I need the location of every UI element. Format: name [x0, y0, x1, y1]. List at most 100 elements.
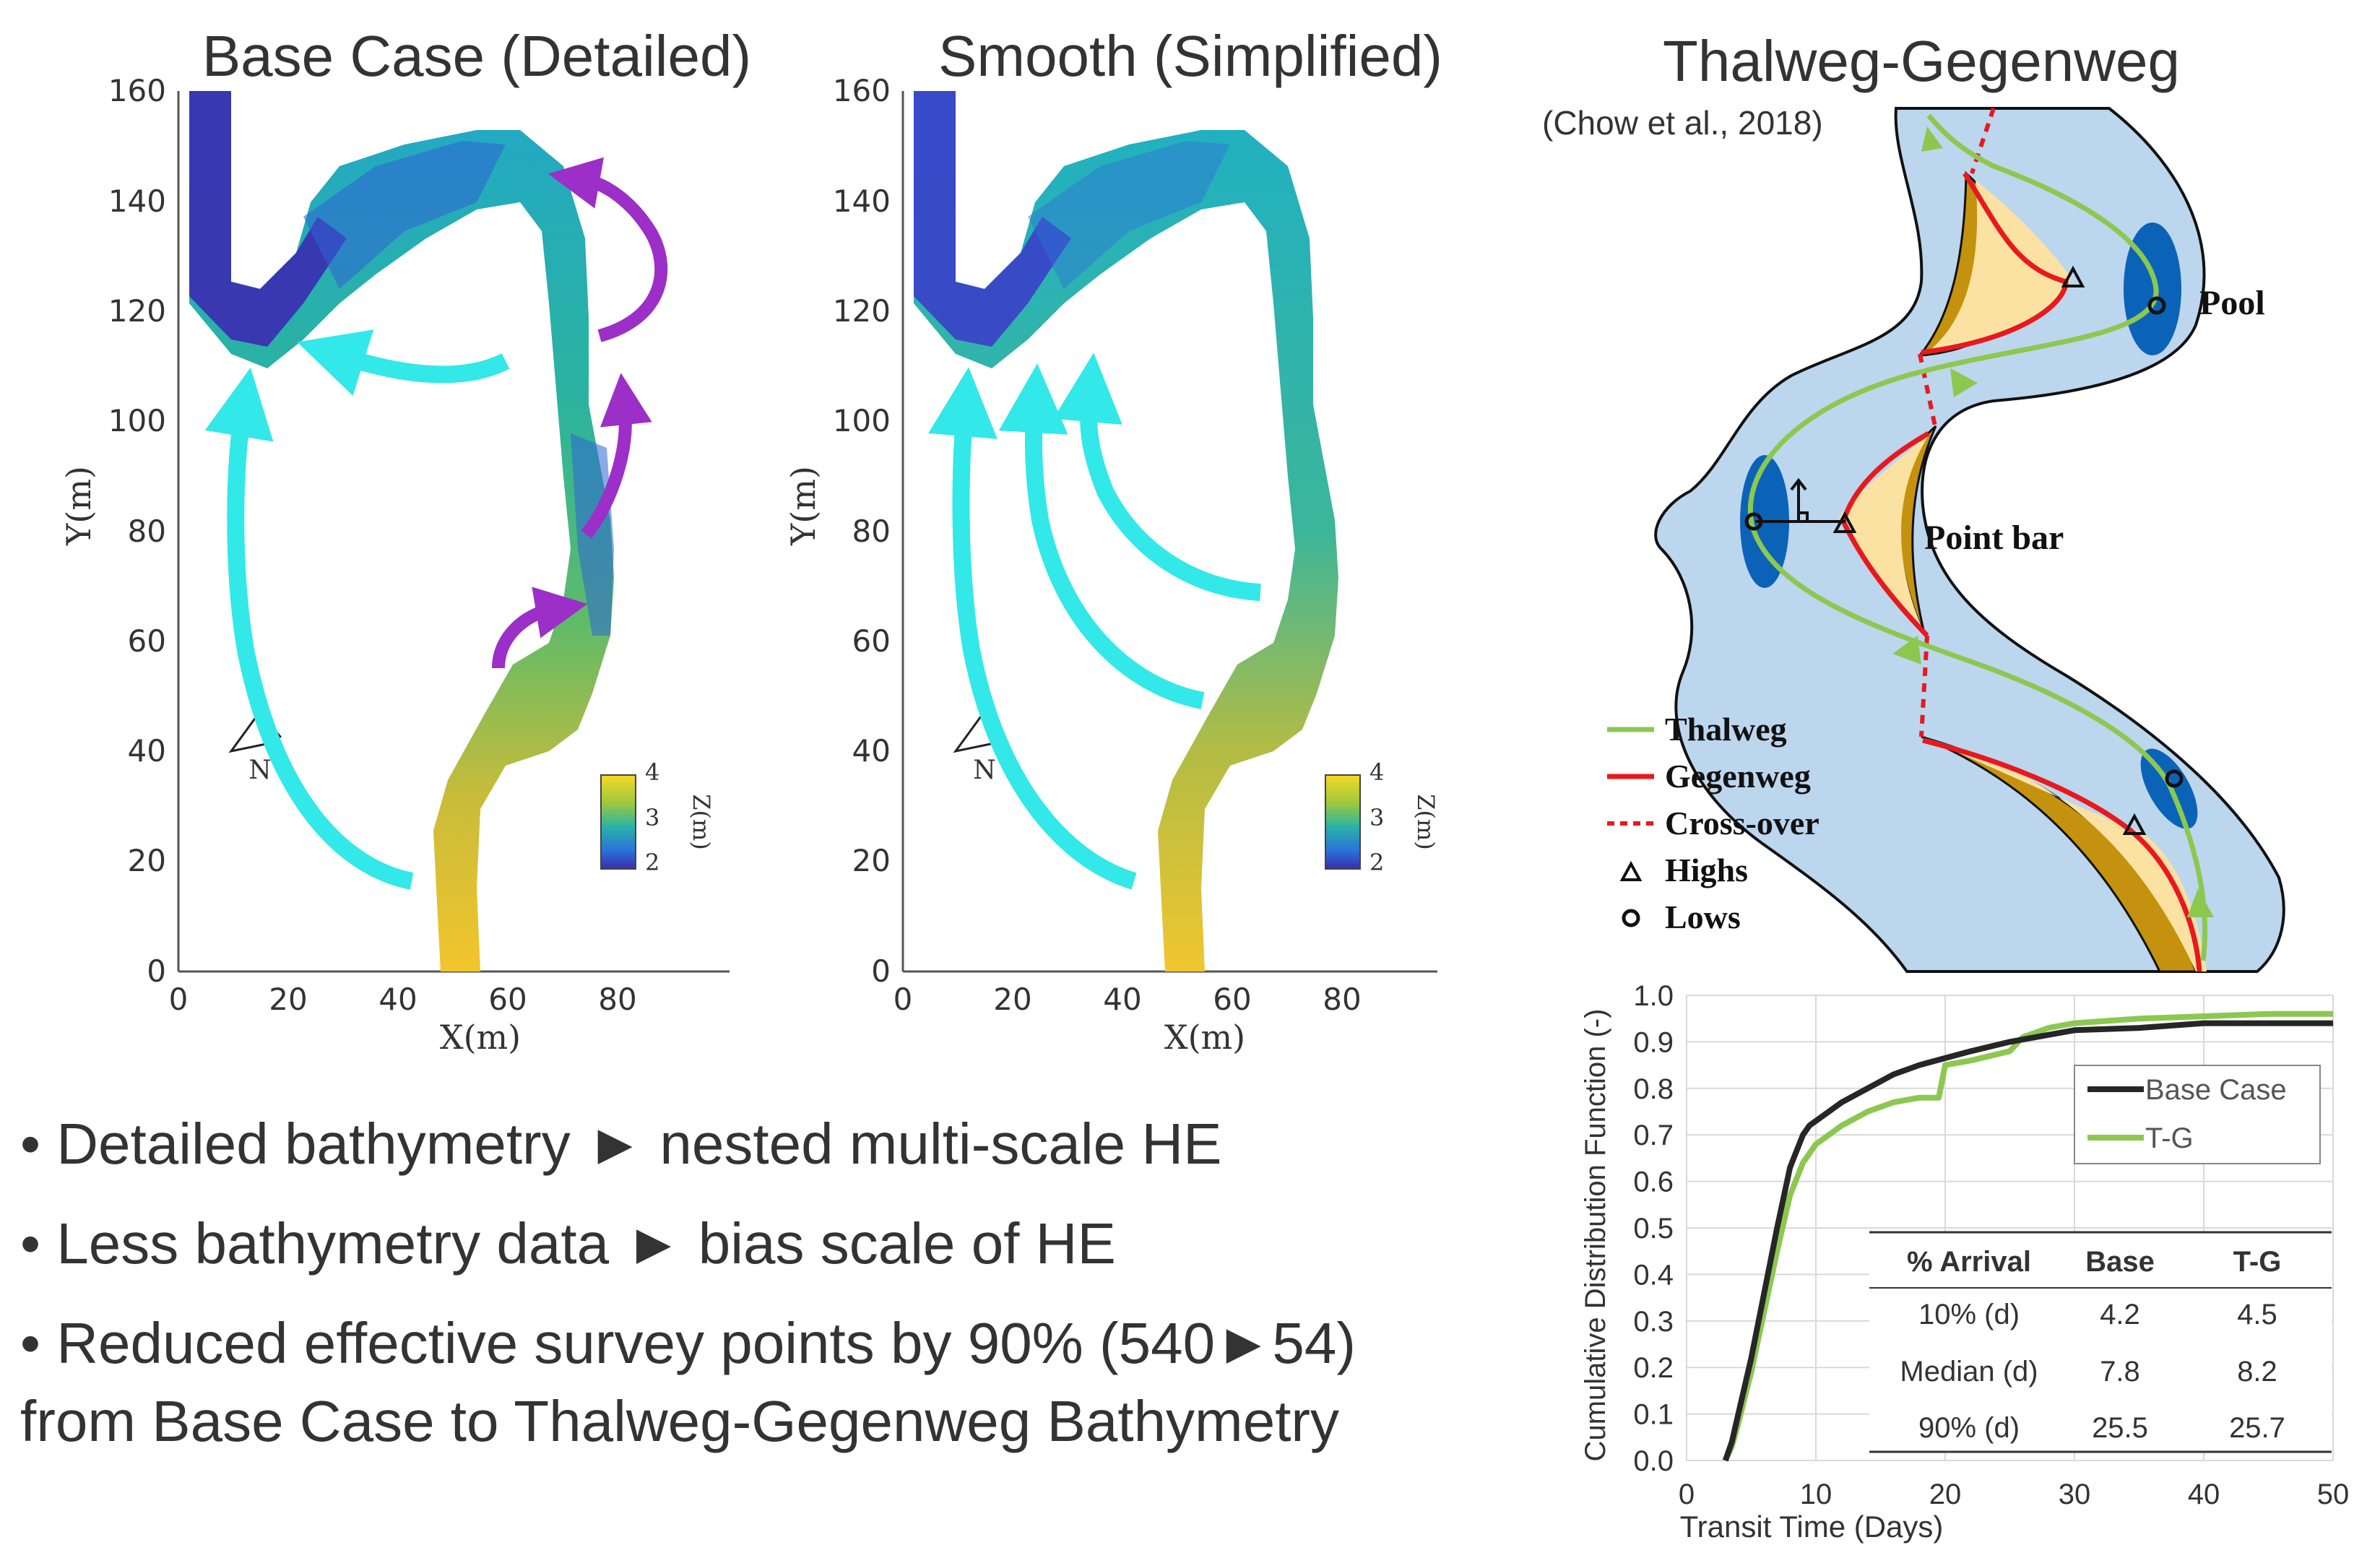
arrival-row-10-base: 4.2 — [2100, 1299, 2140, 1330]
smooth-x-tick-0: 0 — [893, 982, 913, 1017]
bullet-2-text: Less bathymetry data — [56, 1211, 610, 1276]
cdf-x-tick-4: 40 — [2188, 1479, 2220, 1510]
legend-gegenweg-label: Gegenweg — [1665, 758, 1811, 795]
base-y-tick-120: 120 — [108, 293, 166, 329]
smooth-deep-upstream — [914, 91, 1071, 347]
summary-bullets: • Detailed bathymetry ► nested multi-sca… — [20, 1105, 1552, 1482]
tg-thalweg-arrowhead-4 — [1921, 126, 1943, 152]
smooth-colorbar — [1325, 774, 1361, 870]
cdf-y-tick-9: 0.9 — [1633, 1026, 1674, 1058]
bullet-3: • Reduced effective survey points by 90%… — [20, 1304, 1552, 1460]
bullet-2-dot: • — [20, 1211, 41, 1276]
base-x-tick-0: 0 — [169, 982, 189, 1017]
cdf-legend-base-label: Base Case — [2145, 1074, 2287, 1106]
tg-high-marker-1 — [2061, 265, 2085, 287]
base-y-ticks: 0 20 40 60 80 100 120 140 160 — [108, 73, 166, 989]
base-x-tick-20: 20 — [269, 982, 307, 1017]
base-north-label: N — [248, 756, 272, 785]
cdf-x-label: Transit Time (Days) — [1680, 1510, 1944, 1544]
base-deep-upstream — [189, 91, 347, 347]
cdf-y-tick-0: 0.0 — [1633, 1445, 1674, 1477]
tg-citation: (Chow et al., 2018) — [1542, 104, 1823, 142]
legend-highs-marker — [1619, 860, 1643, 881]
smooth-title: Smooth (Simplified) — [938, 24, 1442, 88]
bullet-2-result: bias scale of HE — [698, 1211, 1116, 1276]
arrival-row-90-base: 25.5 — [2092, 1412, 2148, 1444]
smooth-y-tick-100: 100 — [833, 403, 891, 438]
cdf-y-label: Cumulative Distribution Function (-) — [1580, 1009, 1611, 1462]
tg-low-marker-3 — [2165, 769, 2184, 788]
smooth-x-tick-80: 80 — [1323, 982, 1361, 1017]
cdf-y-tick-2: 0.2 — [1633, 1352, 1674, 1384]
bullet-1-text: Detailed bathymetry — [56, 1112, 571, 1176]
cdf-y-tick-4: 0.4 — [1633, 1259, 1674, 1291]
smooth-flow-arrow-3 — [1053, 352, 1261, 601]
tg-point-bar-mid-inner — [1839, 433, 1930, 634]
legend-crossover-label: Cross-over — [1665, 805, 1819, 841]
base-flow-arrow-short — [297, 329, 510, 396]
base-case-title: Base Case (Detailed) — [202, 24, 751, 88]
smooth-y-tick-80: 80 — [852, 514, 891, 549]
base-x-tick-60: 60 — [488, 982, 527, 1017]
arrival-table-bg — [1869, 1232, 2332, 1452]
smooth-y-tick-160: 160 — [833, 73, 891, 108]
base-y-label: Y(m) — [59, 466, 98, 546]
smooth-x-label: X(m) — [1164, 1018, 1245, 1057]
cdf-y-tick-7: 0.7 — [1633, 1120, 1674, 1151]
tg-crossover-3 — [1919, 635, 1929, 737]
arrival-header-base: Base — [2085, 1246, 2155, 1278]
base-mid-blue-zone — [303, 141, 506, 289]
arrival-header-pct: % Arrival — [1907, 1246, 2031, 1278]
cdf-series — [1722, 1010, 2333, 1462]
base-y-tick-140: 140 — [108, 183, 166, 219]
cdf-y-tick-3: 0.3 — [1633, 1306, 1674, 1338]
smooth-flow-arrow-2 — [998, 363, 1205, 709]
smooth-y-tick-140: 140 — [833, 183, 891, 219]
cdf-y-tick-8: 0.8 — [1633, 1073, 1674, 1105]
smooth-cb-tick-4: 4 — [1369, 758, 1384, 786]
base-cb-label: Z(m) — [688, 794, 715, 850]
cdf-y-tick-6: 0.6 — [1633, 1167, 1674, 1198]
cdf-series-base-case — [1722, 1020, 2333, 1462]
arrival-row-90-tg: 25.7 — [2229, 1412, 2285, 1444]
base-eddy-arrow-1 — [492, 587, 588, 669]
bullet-2-arrow-icon: ► — [625, 1211, 683, 1276]
cdf-legend: Base Case T-G — [2074, 1065, 2321, 1164]
smooth-x-tick-40: 40 — [1103, 982, 1141, 1017]
bullet-1-result: nested multi-scale HE — [659, 1112, 1222, 1176]
cdf-x-tick-2: 20 — [1929, 1479, 1962, 1510]
bullet-1: • Detailed bathymetry ► nested multi-sca… — [20, 1105, 1552, 1183]
tg-thalweg-arrowhead-2 — [1892, 636, 1921, 665]
base-y-tick-20: 20 — [128, 843, 166, 878]
base-y-tick-60: 60 — [128, 623, 166, 659]
base-cb-tick-3: 3 — [645, 804, 659, 831]
smooth-panel: Smooth (Simplified) 0 20 40 60 80 100 12… — [784, 24, 1442, 1057]
smooth-mid-blue-zone — [1028, 141, 1230, 289]
tg-title: Thalweg-Gegenweg — [1663, 29, 2180, 93]
tg-high-marker-3 — [2122, 813, 2147, 835]
base-y-tick-0: 0 — [147, 953, 166, 989]
tg-thalweg — [1747, 113, 2208, 961]
transit-time-cdf-chart: 0.0 0.1 0.2 0.3 0.4 0.5 0.6 0.7 0.8 0.9 1.0 0 10 20 3… — [1580, 980, 2349, 1544]
cdf-series-tg — [1723, 1010, 2333, 1462]
base-flow-arrow-long — [204, 367, 414, 890]
bullet-3-arrow-icon: ► — [1215, 1311, 1273, 1375]
smooth-y-ticks: 0 20 40 60 80 100 120 140 160 — [833, 73, 891, 989]
base-y-tick-80: 80 — [128, 514, 166, 549]
smooth-north-label: N — [973, 756, 996, 785]
cdf-y-ticks: 0.0 0.1 0.2 0.3 0.4 0.5 0.6 0.7 0.8 0.9 1.0 — [1633, 980, 1674, 1477]
base-colorbar — [600, 774, 636, 870]
smooth-y-label: Y(m) — [784, 466, 823, 546]
bullet-3-text: Reduced effective survey points by 90% (… — [56, 1311, 1216, 1375]
bullet-3-dot: • — [20, 1311, 41, 1375]
cdf-x-tick-0: 0 — [1679, 1479, 1695, 1510]
smooth-cb-tick-3: 3 — [1369, 804, 1384, 831]
base-y-tick-100: 100 — [108, 403, 166, 438]
arrival-row-10-label: 10% (d) — [1918, 1299, 2020, 1330]
cdf-x-tick-5: 50 — [2317, 1479, 2350, 1510]
tg-normal-vector — [1755, 477, 1845, 523]
cdf-legend-box — [2074, 1065, 2321, 1164]
arrival-row-median-base: 7.8 — [2100, 1356, 2140, 1388]
legend-lows-marker — [1622, 909, 1640, 927]
